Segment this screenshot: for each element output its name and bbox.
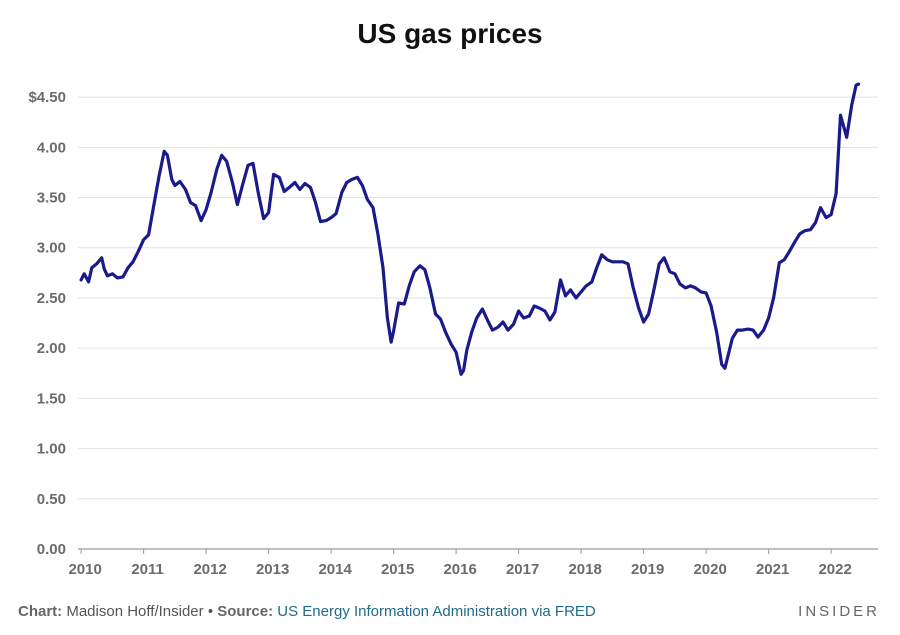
chart-footer: Chart: Madison Hoff/Insider • Source: US… [18,603,596,620]
x-tick-label: 2011 [131,561,164,578]
x-tick-label: 2021 [756,561,789,578]
x-tick-label: 2010 [68,561,101,578]
y-tick-label: $4.50 [28,89,66,106]
chart-credit-label: Chart: [18,603,63,620]
y-axis-tick-labels: 0.00 0.50 1.00 1.50 2.00 2.50 3.00 3.50 4.00 $4.5… [28,89,66,558]
source-label: Source: [217,603,274,620]
source-link[interactable]: US Energy Information Administration via… [277,603,596,620]
y-tick-label: 0.50 [37,491,66,508]
x-tick-label: 2012 [193,561,226,578]
brand-logo: INSIDER [798,603,880,620]
y-tick-label: 3.50 [37,190,66,207]
x-tick-label: 2013 [256,561,289,578]
grid-lines [78,96,878,550]
x-tick-label: 2017 [506,561,539,578]
y-tick-label: 0.00 [37,541,66,558]
chart-title: US gas prices [357,18,543,49]
series-layer [79,82,861,376]
x-tick-label: 2016 [443,561,476,578]
x-tick-label: 2015 [381,561,414,578]
y-tick-label: 3.00 [37,240,66,257]
footer-separator: • [207,603,214,620]
y-tick-label: 1.50 [37,390,66,407]
series-line-gas-price [79,82,861,376]
y-tick-label: 2.00 [37,340,66,357]
x-tick-label: 2018 [568,561,601,578]
chart-credit: Madison Hoff/Insider [66,603,204,620]
x-axis-tick-labels: 2010 2011 2012 2013 2014 2015 2016 2017 2018 2019… [68,549,852,578]
y-tick-label: 4.00 [37,139,66,156]
x-tick-label: 2022 [818,561,851,578]
y-tick-label: 2.50 [37,290,66,307]
x-tick-label: 2019 [631,561,664,578]
x-tick-label: 2020 [693,561,726,578]
y-tick-label: 1.00 [37,441,66,458]
x-tick-label: 2014 [318,561,352,578]
